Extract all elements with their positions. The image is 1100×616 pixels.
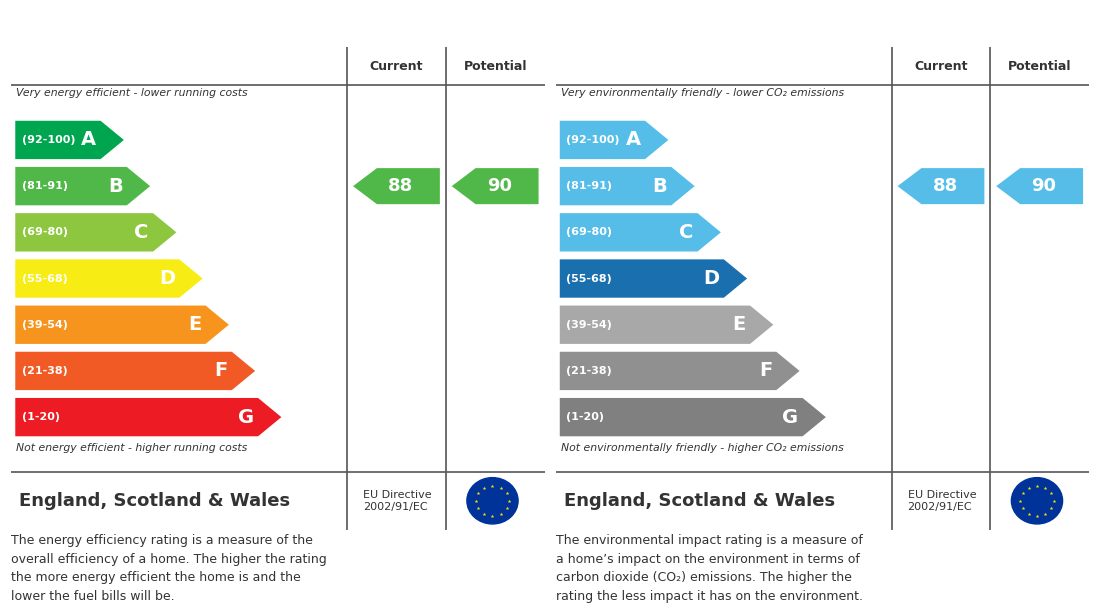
Text: (69-80): (69-80) — [22, 227, 68, 237]
Text: (92-100): (92-100) — [566, 135, 619, 145]
Text: England, Scotland & Wales: England, Scotland & Wales — [19, 492, 290, 510]
Polygon shape — [15, 121, 124, 159]
Text: (21-38): (21-38) — [22, 366, 67, 376]
Polygon shape — [15, 259, 202, 298]
Text: (1-20): (1-20) — [22, 412, 59, 422]
Polygon shape — [560, 259, 747, 298]
Polygon shape — [15, 352, 255, 390]
Text: B: B — [108, 177, 122, 196]
Circle shape — [466, 477, 518, 524]
Text: Energy Efficiency Rating: Energy Efficiency Rating — [21, 15, 289, 34]
Text: E: E — [188, 315, 201, 334]
Polygon shape — [560, 121, 669, 159]
Text: F: F — [214, 362, 228, 381]
Text: 90: 90 — [487, 177, 512, 195]
Text: (55-68): (55-68) — [22, 274, 67, 283]
Polygon shape — [15, 398, 282, 436]
Text: 90: 90 — [1032, 177, 1056, 195]
Text: England, Scotland & Wales: England, Scotland & Wales — [563, 492, 835, 510]
Text: E: E — [733, 315, 746, 334]
Polygon shape — [560, 213, 720, 251]
Text: (81-91): (81-91) — [566, 181, 613, 191]
Text: 88: 88 — [933, 177, 958, 195]
Text: (69-80): (69-80) — [566, 227, 613, 237]
Text: (1-20): (1-20) — [566, 412, 604, 422]
Text: (39-54): (39-54) — [566, 320, 612, 330]
Polygon shape — [997, 168, 1084, 204]
Polygon shape — [15, 213, 176, 251]
Text: F: F — [759, 362, 772, 381]
Text: The environmental impact rating is a measure of
a home’s impact on the environme: The environmental impact rating is a mea… — [556, 534, 862, 602]
Text: Very energy efficient - lower running costs: Very energy efficient - lower running co… — [16, 87, 248, 98]
Text: B: B — [652, 177, 667, 196]
Text: G: G — [782, 408, 799, 427]
Polygon shape — [452, 168, 539, 204]
Text: Not energy efficient - higher running costs: Not energy efficient - higher running co… — [16, 443, 248, 453]
Text: (92-100): (92-100) — [22, 135, 75, 145]
Text: A: A — [81, 131, 97, 150]
Text: EU Directive
2002/91/EC: EU Directive 2002/91/EC — [908, 490, 976, 512]
Text: The energy efficiency rating is a measure of the
overall efficiency of a home. T: The energy efficiency rating is a measur… — [11, 534, 327, 602]
Text: Environmental Impact (CO₂) Rating: Environmental Impact (CO₂) Rating — [565, 15, 950, 34]
Text: EU Directive
2002/91/EC: EU Directive 2002/91/EC — [363, 490, 431, 512]
Text: (81-91): (81-91) — [22, 181, 68, 191]
Text: (21-38): (21-38) — [566, 366, 612, 376]
Text: C: C — [679, 223, 693, 242]
Polygon shape — [15, 167, 150, 205]
Text: (55-68): (55-68) — [566, 274, 612, 283]
Text: 88: 88 — [388, 177, 414, 195]
Circle shape — [1011, 477, 1063, 524]
Text: Not environmentally friendly - higher CO₂ emissions: Not environmentally friendly - higher CO… — [561, 443, 844, 453]
Text: Potential: Potential — [463, 60, 527, 73]
Polygon shape — [898, 168, 984, 204]
Polygon shape — [15, 306, 229, 344]
Text: Current: Current — [914, 60, 968, 73]
Polygon shape — [560, 352, 800, 390]
Text: Potential: Potential — [1008, 60, 1071, 73]
Polygon shape — [560, 306, 773, 344]
Text: D: D — [703, 269, 719, 288]
Text: (39-54): (39-54) — [22, 320, 67, 330]
Polygon shape — [560, 167, 694, 205]
Polygon shape — [560, 398, 826, 436]
Text: D: D — [158, 269, 175, 288]
Text: A: A — [626, 131, 641, 150]
Polygon shape — [353, 168, 440, 204]
Text: Current: Current — [370, 60, 424, 73]
Text: G: G — [238, 408, 254, 427]
Text: C: C — [134, 223, 148, 242]
Text: Very environmentally friendly - lower CO₂ emissions: Very environmentally friendly - lower CO… — [561, 87, 844, 98]
